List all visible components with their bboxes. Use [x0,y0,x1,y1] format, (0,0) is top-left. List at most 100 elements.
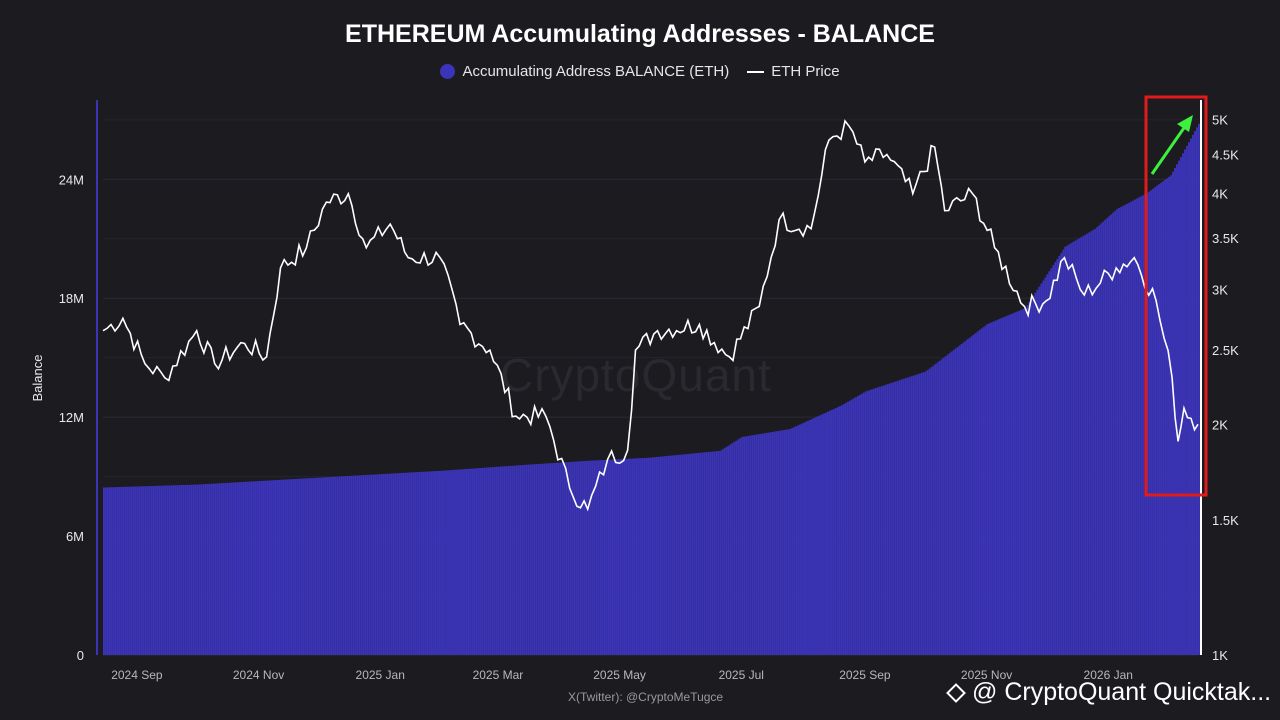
balance-bar [617,459,620,655]
legend-item-balance[interactable]: Accumulating Address BALANCE (ETH) [440,63,729,80]
balance-bar [448,470,450,655]
balance-bar [922,372,925,655]
balance-bar [723,448,726,655]
balance-bar [216,483,219,655]
balance-bar [597,460,600,655]
balance-bar [946,354,949,655]
balance-bar [757,434,760,655]
x-tick-label: 2025 Mar [473,668,524,682]
balance-bar [579,461,582,655]
balance-bar [1040,283,1043,655]
balance-bar [280,479,283,655]
balance-bar [298,478,301,655]
y2-tick-label: 4K [1212,187,1228,202]
balance-bar [1054,262,1057,655]
balance-bar [1112,212,1115,655]
balance-bar [1088,232,1091,655]
balance-bar [473,468,476,655]
balance-bar [972,334,975,655]
balance-bar [912,375,915,655]
balance-bar [793,427,796,655]
balance-bar [846,401,849,655]
balance-bar [721,449,724,655]
balance-bar [695,453,698,655]
balance-bar [966,339,969,655]
balance-bar [354,475,357,655]
x-tick-label: 2025 Sep [839,668,891,682]
legend-item-price[interactable]: ETH Price [747,63,840,80]
balance-bar [392,473,395,655]
balance-bar [944,356,947,655]
balance-bar [416,472,419,655]
balance-bar [523,464,526,655]
balance-bar [870,389,873,655]
balance-bar [1152,188,1155,655]
balance-bar [1018,310,1021,655]
balance-bar [651,457,654,655]
balance-bar [729,444,732,655]
legend: Accumulating Address BALANCE (ETH) ETH P… [0,63,1280,80]
balance-bar [1074,240,1077,655]
highlight-box [1144,95,1208,497]
balance-bar [713,451,716,655]
balance-bar [248,481,251,655]
balance-bar [1044,277,1047,655]
balance-bar [402,472,405,655]
balance-bar [563,462,566,655]
balance-bar [126,486,129,655]
balance-bar [260,480,263,655]
balance-bar [164,485,167,655]
balance-bar [501,466,504,655]
balance-bar [609,459,612,655]
balance-bar [607,459,610,655]
balance-bar [274,480,277,655]
chart-title: ETHEREUM Accumulating Addresses - BALANC… [345,20,935,48]
balance-bar [134,486,137,655]
balance-bar [1100,223,1103,655]
balance-bar [294,478,297,655]
balance-bar [326,477,329,655]
balance-bar [1094,228,1097,655]
balance-bar [456,469,458,655]
balance-bar [703,452,706,655]
balance-bar [964,340,967,655]
balance-bar [829,410,831,655]
balance-bar [1182,153,1184,656]
balance-bar [190,484,193,655]
balance-bar [665,456,668,655]
balance-bar [735,440,738,655]
y2-tick-label: 3.5K [1212,231,1239,246]
balance-bar [982,327,985,655]
balance-bar [332,476,335,655]
balance-bar [284,479,287,655]
balance-bar [136,486,139,655]
balance-bar [228,482,231,655]
balance-bar [809,419,811,655]
balance-bar [204,484,207,655]
balance-bar [338,476,341,655]
balance-bar [360,475,363,655]
balance-bar [803,422,805,655]
balance-bar [581,461,584,655]
balance-bar [1106,218,1109,656]
balance-bar [224,482,227,655]
balance-bar [366,474,369,655]
balance-bar [1128,202,1131,656]
balance-bar [471,468,474,655]
balance-bar [344,476,347,655]
balance-bar [1068,244,1071,656]
balance-bar [1124,204,1127,655]
balance-bar [1150,190,1153,655]
balance-bar [386,473,389,655]
balance-bar [497,466,500,655]
balance-bar [926,370,929,655]
balance-bar [767,432,770,655]
balance-bar [992,321,995,655]
balance-bar [685,454,688,655]
balance-bar [398,473,401,655]
balance-bar [575,461,578,655]
balance-bar [438,470,440,655]
y-tick-label: 12M [59,410,84,425]
balance-bar [1008,314,1011,655]
